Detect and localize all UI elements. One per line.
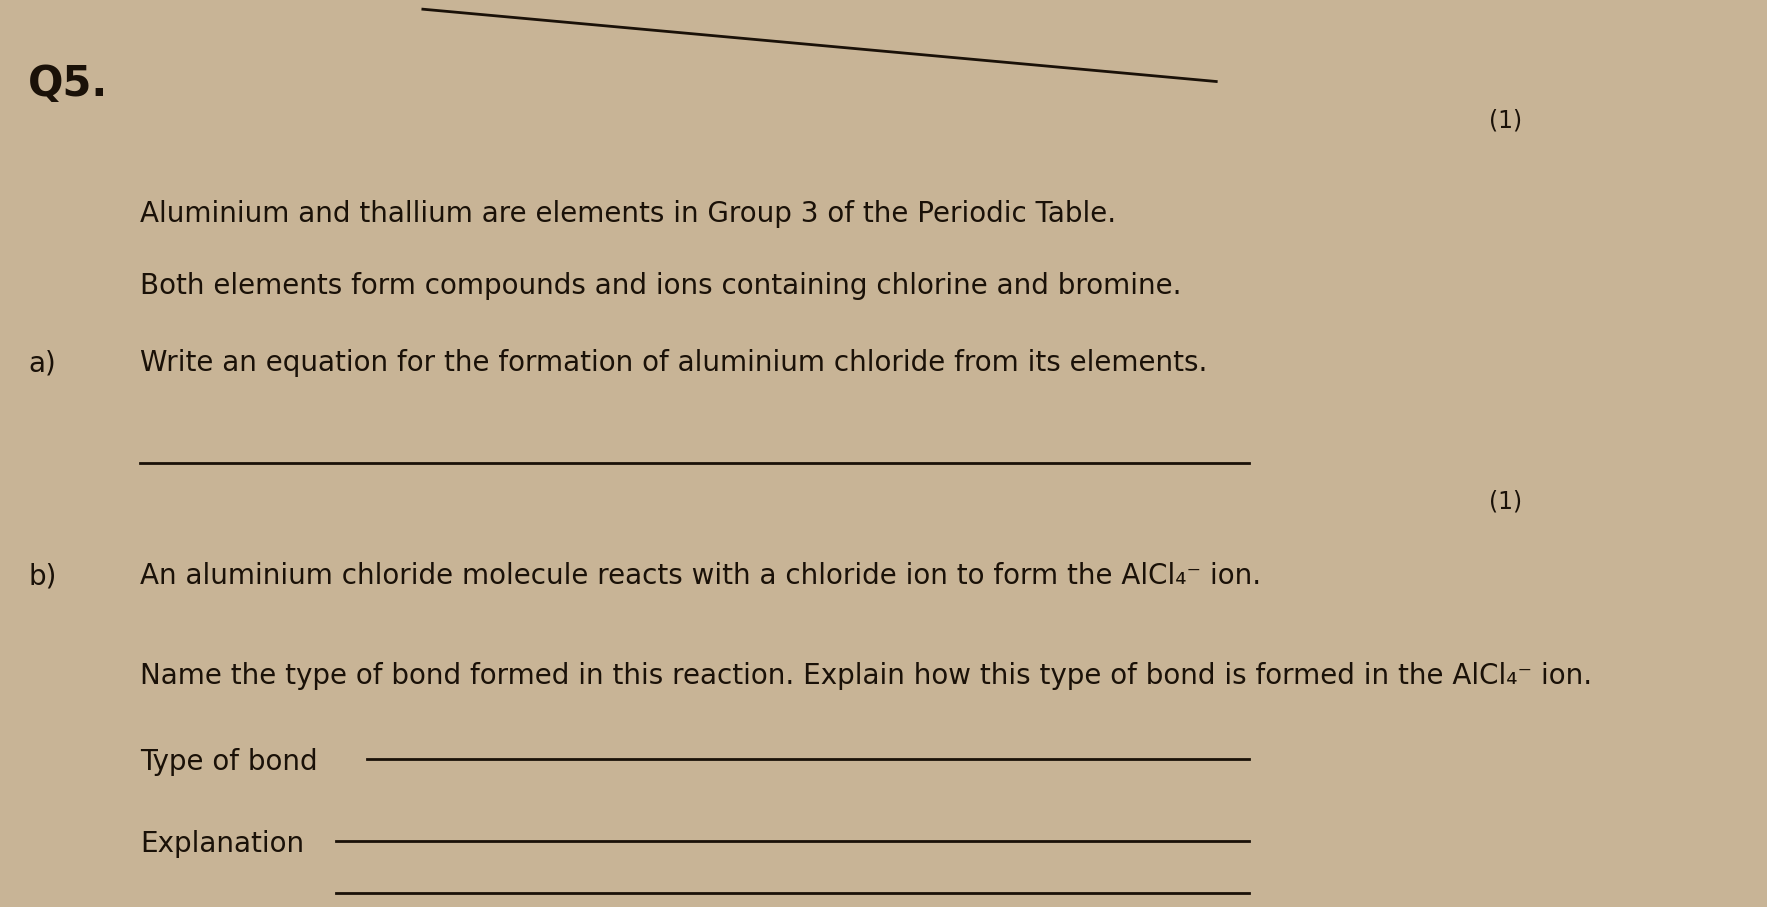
Text: a): a)	[28, 349, 57, 377]
Text: Aluminium and thallium are elements in Group 3 of the Periodic Table.: Aluminium and thallium are elements in G…	[141, 200, 1117, 228]
Text: (1): (1)	[1490, 490, 1521, 513]
Text: Q5.: Q5.	[28, 63, 108, 105]
Text: b): b)	[28, 562, 57, 590]
Text: Write an equation for the formation of aluminium chloride from its elements.: Write an equation for the formation of a…	[141, 349, 1209, 377]
Text: (1): (1)	[1490, 109, 1521, 132]
Text: Explanation: Explanation	[141, 830, 304, 858]
Text: Both elements form compounds and ions containing chlorine and bromine.: Both elements form compounds and ions co…	[141, 272, 1182, 300]
Text: An aluminium chloride molecule reacts with a chloride ion to form the AlCl₄⁻ ion: An aluminium chloride molecule reacts wi…	[141, 562, 1262, 590]
Text: Type of bond: Type of bond	[141, 748, 318, 776]
Text: Name the type of bond formed in this reaction. Explain how this type of bond is : Name the type of bond formed in this rea…	[141, 662, 1592, 690]
